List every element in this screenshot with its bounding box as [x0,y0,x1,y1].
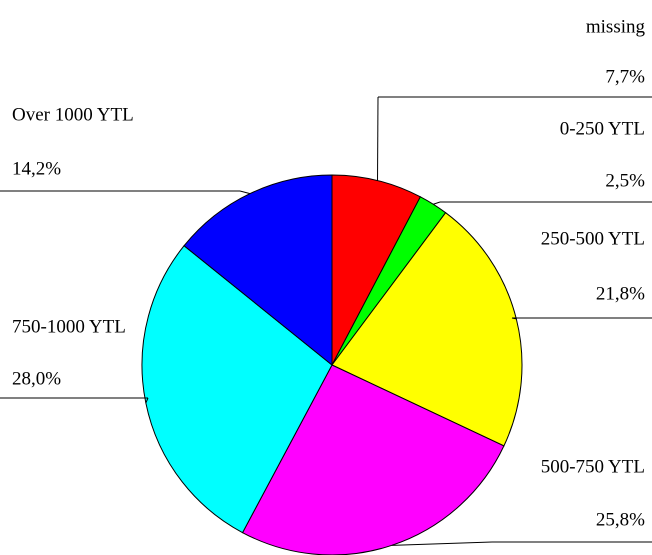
slice-label: 750-1000 YTL [12,316,126,337]
slice-label: Over 1000 YTL [12,104,134,125]
value-label: 2,5% [605,170,645,191]
value-label: 21,8% [596,283,645,304]
leader-line [145,397,149,404]
value-label: 25,8% [596,509,645,530]
leader-line [433,201,441,205]
slice-label: 500-750 YTL [541,456,645,477]
value-label: 14,2% [12,158,61,179]
slice [183,174,333,367]
leader-line [239,190,251,195]
slice [241,364,505,555]
value-label: 28,0% [12,368,61,389]
value-label: 7,7% [605,66,645,87]
slice-label: 250-500 YTL [541,228,645,249]
leader-line [391,541,493,546]
slice [331,174,422,366]
slice-label: missing [586,16,646,37]
slice-label: 0-250 YTL [560,118,645,139]
leader-line [511,317,517,320]
